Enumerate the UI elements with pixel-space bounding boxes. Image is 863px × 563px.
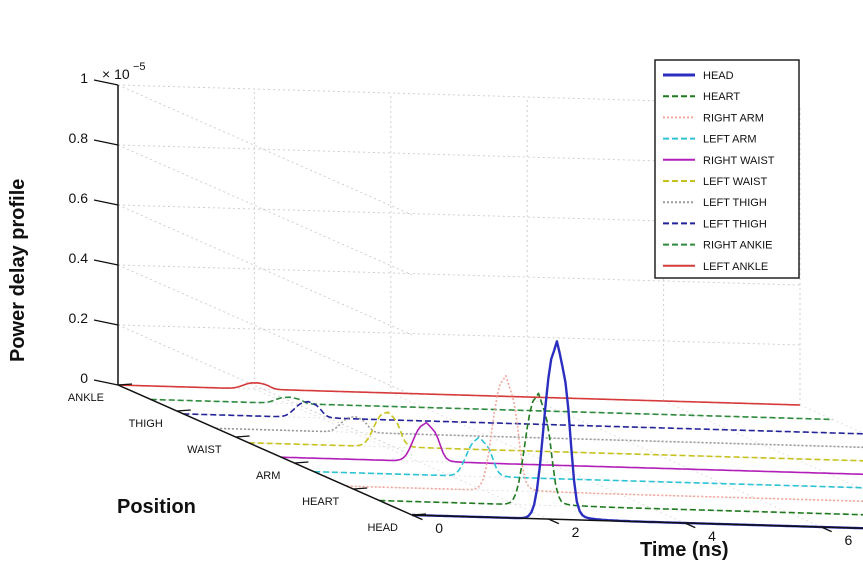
z-tick-label: 0.8 <box>69 130 89 146</box>
grid-line <box>799 404 863 434</box>
position-tick <box>353 487 368 490</box>
position-tick <box>411 513 427 516</box>
z-tick <box>93 79 119 86</box>
series-trace <box>411 340 863 530</box>
legend-label: RIGHT ANKIE <box>703 240 772 252</box>
x-axis-title: Time (ns) <box>640 539 729 561</box>
z-tick <box>93 379 119 386</box>
z-tick-label: 0.6 <box>69 190 89 206</box>
legend: HEAD HEART RIGHT ARM LEFT ARM RIGHT WAIST LEF… <box>654 59 800 279</box>
series-trace <box>150 396 833 421</box>
series-trace <box>183 400 863 435</box>
z-tick <box>93 139 119 146</box>
time-tick <box>820 526 832 533</box>
z-tick <box>93 319 119 326</box>
series-trace <box>117 381 801 406</box>
grid-line <box>117 264 801 286</box>
y-axis-title: Position <box>117 496 196 518</box>
position-tick <box>235 435 250 438</box>
time-axis-line <box>411 514 863 529</box>
position-axis-line <box>117 384 413 516</box>
grid-line <box>117 204 413 336</box>
z-tick-label: 1 <box>80 70 88 86</box>
multiplier-text: × 10 <box>102 66 130 82</box>
position-tick-label: THIGH <box>129 418 163 430</box>
series-trace <box>248 411 863 462</box>
series-trace <box>379 392 863 516</box>
time-tick <box>548 518 560 525</box>
grid-line <box>346 485 863 502</box>
z-tick-label: 0 <box>80 370 88 386</box>
time-tick-label: 6 <box>844 532 852 548</box>
grid-line <box>117 84 413 216</box>
position-tick-label: ANKLE <box>68 392 104 404</box>
position-tick-label: HEART <box>302 496 339 508</box>
time-tick-label: 0 <box>435 520 443 536</box>
grid-line <box>254 388 549 520</box>
legend-label: HEART <box>703 91 740 103</box>
grid-line <box>215 427 863 448</box>
position-tick <box>117 383 133 386</box>
legend-label: LEFT THIGH <box>703 197 767 209</box>
legend-label: LEFT ANKLE <box>703 261 768 273</box>
grid-line <box>379 500 863 516</box>
position-tick <box>176 409 191 412</box>
series-traces <box>117 340 863 530</box>
series-trace <box>281 421 863 476</box>
grid-line <box>117 324 413 456</box>
z-tick <box>93 259 119 266</box>
grid-line <box>663 400 863 490</box>
legend-label: LEFT WAIST <box>703 176 767 188</box>
z-tick-label: 0.4 <box>69 250 89 266</box>
position-tick-label: WAIST <box>187 444 222 456</box>
z-tick-label: 0.2 <box>69 310 89 326</box>
z-axis-title: Power delay profile <box>7 179 29 362</box>
time-tick-label: 4 <box>708 528 716 544</box>
time-tick <box>411 514 423 521</box>
legend-label: LEFT ARM <box>703 134 757 146</box>
z-tick <box>93 199 119 206</box>
position-tick <box>294 461 309 464</box>
grid-line <box>526 396 822 528</box>
time-tick <box>684 522 696 529</box>
legend-label: RIGHT WAIST <box>703 155 775 167</box>
grid-line <box>313 471 863 489</box>
axes: 00.20.40.60.810246810HEADHEARTARMWAISTTH… <box>68 70 863 548</box>
legend-label: RIGHT ARM <box>703 112 764 124</box>
grid-line <box>117 324 801 346</box>
grid-line <box>117 264 413 396</box>
legend-label: HEAD <box>703 70 734 82</box>
legend-items: HEAD HEART RIGHT ARM LEFT ARM RIGHT WAIST LEF… <box>663 70 775 273</box>
series-trace <box>215 415 863 449</box>
series-trace <box>313 436 863 489</box>
grid-line <box>117 144 413 276</box>
time-tick-label: 2 <box>572 524 580 540</box>
multiplier-exponent: −5 <box>133 61 146 73</box>
legend-label: LEFT THIGH <box>703 218 767 230</box>
series-trace <box>346 374 863 503</box>
multiplier-label: × 10 −5 <box>102 61 146 82</box>
grid-line <box>117 84 801 106</box>
position-tick-label: ARM <box>256 470 280 482</box>
grid-line <box>117 204 801 226</box>
legend-box <box>654 59 800 279</box>
position-tick-label: HEAD <box>367 522 398 534</box>
grid-line <box>117 144 801 166</box>
grid-line <box>390 392 686 524</box>
